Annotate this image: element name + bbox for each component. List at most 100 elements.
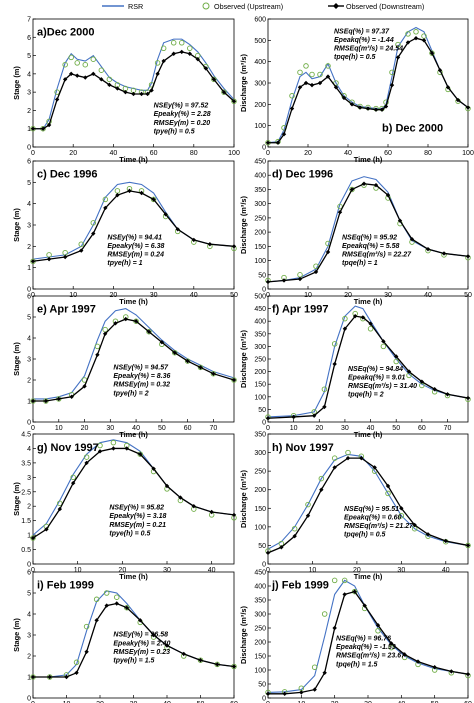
x-tick-label: 10 — [290, 425, 298, 432]
data-point — [357, 105, 363, 110]
data-point — [465, 254, 471, 259]
data-point — [184, 358, 191, 364]
y-axis-label: Stage (m) — [12, 208, 21, 242]
data-point — [198, 658, 203, 663]
y-tick-label: 0.5 — [21, 547, 31, 554]
data-point — [149, 88, 154, 93]
x-tick-label: 10 — [297, 701, 305, 703]
stat-text: tpye(h) = 0.5 — [109, 530, 150, 537]
y-tick-label: 1.5 — [21, 518, 31, 525]
data-point — [443, 538, 448, 544]
y-axis-label: Discharge (m³/s) — [239, 330, 248, 388]
y-tick-label: 3 — [27, 475, 31, 482]
data-point — [106, 76, 113, 83]
data-point — [402, 652, 407, 657]
legend-swatch — [333, 3, 339, 9]
data-point — [185, 358, 190, 364]
data-point — [209, 509, 214, 515]
data-point — [399, 506, 404, 511]
data-point — [313, 269, 319, 275]
data-point — [197, 364, 204, 371]
x-tick-label: 10 — [74, 567, 82, 574]
y-axis-label: Stage (m) — [12, 66, 21, 100]
x-tick-label: 20 — [315, 425, 323, 432]
data-point — [465, 543, 471, 548]
data-point — [325, 74, 331, 79]
series-line — [32, 439, 235, 536]
stat-text: RMSEy(m) = 0.32 — [113, 382, 170, 389]
y-tick-label: 50 — [258, 272, 266, 279]
stat-text: tpye(h) = 0.5 — [154, 128, 195, 135]
data-point — [155, 71, 160, 77]
data-point — [425, 532, 431, 537]
data-point — [395, 41, 401, 48]
y-tick-label: 5 — [27, 315, 31, 322]
x-axis-label: Time (h) — [354, 572, 383, 581]
data-point — [102, 331, 108, 336]
y-tick-label: 250 — [254, 626, 266, 633]
stat-text: RMSEq(m³/s) = 22.27 — [342, 252, 412, 259]
data-point — [62, 77, 68, 82]
data-point — [115, 192, 120, 198]
data-point — [181, 651, 186, 657]
data-point — [360, 315, 366, 320]
x-tick-label: 40 — [367, 425, 375, 432]
stat-text: Epeakq(%) = -1.53 — [336, 644, 396, 651]
panel-title: e) Apr 1997 — [37, 303, 96, 315]
y-tick-label: 50 — [258, 682, 266, 689]
data-point — [113, 321, 118, 326]
plot-frame — [32, 433, 235, 565]
x-tick-label: 0 — [266, 567, 270, 574]
y-tick-label: 0 — [27, 287, 31, 294]
y-tick-label: 50 — [258, 407, 266, 414]
x-tick-label: 30 — [130, 701, 138, 703]
panel-title: b) Dec 2000 — [382, 123, 443, 135]
data-point — [385, 192, 391, 198]
data-point — [103, 590, 110, 596]
data-point — [127, 188, 132, 194]
data-point — [133, 319, 139, 324]
y-tick-label: 350 — [254, 187, 266, 194]
data-point — [198, 365, 203, 370]
data-point — [139, 190, 144, 196]
y-tick-label: 200 — [254, 230, 266, 237]
x-tick-label: 50 — [431, 701, 439, 703]
y-tick-label: 0 — [27, 420, 31, 427]
y-tick-label: 5 — [27, 180, 31, 187]
x-tick-label: 10 — [304, 292, 312, 299]
series-observed-downstream — [265, 181, 471, 285]
y-tick-label: 1 — [27, 675, 31, 682]
x-tick-label: 20 — [69, 150, 77, 157]
x-tick-label: 0 — [266, 425, 270, 432]
y-tick-label: 1 — [27, 399, 31, 406]
data-point — [231, 664, 237, 669]
data-point — [429, 50, 435, 56]
data-point — [98, 67, 105, 73]
x-tick-label: 10 — [63, 701, 71, 703]
x-tick-label: 50 — [392, 425, 400, 432]
panel-title: f) Apr 1997 — [272, 303, 328, 315]
y-tick-label: 0 — [262, 287, 266, 294]
data-point — [210, 370, 217, 377]
data-point — [103, 205, 108, 211]
data-point — [365, 106, 371, 111]
y-tick-label: 2 — [27, 504, 31, 511]
data-point — [30, 674, 36, 680]
stat-text: tpqe(h) = 2 — [348, 392, 384, 399]
data-point — [309, 71, 315, 78]
data-point — [46, 256, 52, 262]
y-tick-label: 0 — [262, 696, 266, 703]
data-point — [43, 398, 49, 404]
data-point — [397, 218, 403, 223]
x-tick-label: 50 — [197, 701, 205, 703]
data-point — [221, 89, 227, 95]
data-point — [231, 512, 237, 518]
data-point — [398, 512, 405, 519]
data-point — [325, 249, 331, 255]
y-tick-label: 3 — [27, 223, 31, 230]
data-point — [150, 196, 157, 203]
y-tick-label: 150 — [254, 244, 266, 251]
